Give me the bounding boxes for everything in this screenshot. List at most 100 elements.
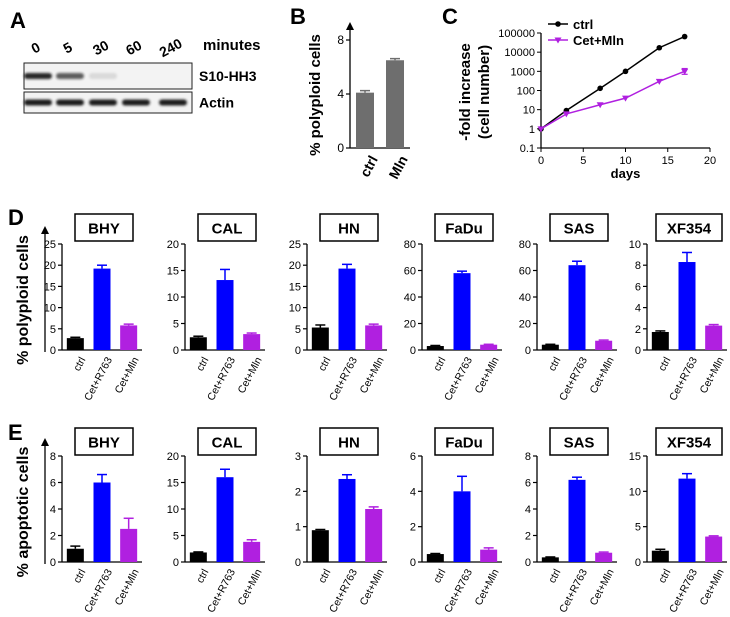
panel-c-growth-curve: 0.1 1 10 100 1000 10000 100000 0 5 10 15 20 days -fol… — [457, 17, 716, 181]
bar-cet-r763 — [568, 479, 586, 562]
chart-title: FaDu — [445, 435, 483, 452]
bar-ctrl — [66, 338, 84, 350]
category-label: Cet+Mln — [358, 355, 387, 396]
category-label: Cet+Mln — [698, 567, 727, 608]
y-tick-label: 20 — [289, 260, 301, 272]
legend-marker — [555, 21, 561, 27]
y-tick-label: 6 — [50, 478, 56, 490]
category-label: Cet+Mln — [113, 355, 142, 396]
bar-cet-r763 — [93, 268, 111, 350]
bar-cet-r763 — [678, 478, 696, 562]
series-line-ctrl — [540, 35, 685, 130]
data-point — [656, 44, 663, 51]
y-tick-label: 10000 — [504, 47, 535, 59]
data-point — [622, 68, 629, 75]
category-label: Cet+Mln — [236, 567, 265, 608]
category-label: Cet+Mln — [698, 355, 727, 396]
y-tick-label: 20 — [519, 319, 531, 331]
data-point — [681, 68, 689, 75]
blot-band — [89, 73, 117, 79]
y-tick-label: 5 — [173, 531, 179, 543]
bar-ctrl — [651, 550, 669, 562]
chart-title-box — [319, 213, 379, 242]
legend-label: Cet+Mln — [573, 33, 624, 48]
y-tick-label: 15 — [167, 478, 179, 490]
bar-cet-mln — [705, 325, 723, 350]
category-label: Mln — [385, 153, 410, 182]
bar-cet-mln — [595, 340, 613, 350]
y-tick-label: 6 — [635, 281, 641, 293]
y-tick-label: 5 — [173, 319, 179, 331]
bar-ctrl — [651, 331, 669, 350]
y-tick-label: 20 — [44, 260, 56, 272]
y-axis-label: % polyploid cells — [307, 34, 324, 156]
lane-label: 240 — [157, 35, 185, 60]
chart-title-box — [549, 213, 609, 242]
y-tick-label: 1 — [295, 522, 301, 534]
y-tick-label: 2 — [525, 531, 531, 543]
panel-letter-b: B — [290, 4, 306, 29]
y-tick-label: 60 — [404, 266, 416, 278]
y-axis-label: (cell number) — [476, 45, 493, 139]
bar-ctrl — [66, 548, 84, 562]
category-label: Cet+Mln — [588, 567, 617, 608]
blot-band — [24, 99, 52, 106]
y-tick-label: 20 — [167, 451, 179, 463]
chart-title-box — [655, 427, 723, 456]
category-label: ctrl — [316, 567, 333, 585]
y-axis-label: % polyploid cells — [15, 235, 32, 365]
y-tick-label: 0 — [635, 557, 641, 569]
bar-ctrl — [189, 337, 207, 350]
y-tick-label: 0 — [295, 345, 301, 357]
y-tick-label: 0 — [173, 557, 179, 569]
data-point — [596, 102, 604, 109]
y-tick-label: 8 — [525, 451, 531, 463]
y-tick-label: 0.1 — [520, 143, 535, 155]
category-label: Cet+Mln — [473, 567, 502, 608]
chart-title: CAL — [212, 221, 243, 238]
bar-cet-mln — [365, 509, 383, 562]
y-tick-label: 10 — [629, 239, 641, 251]
y-tick-label: 15 — [289, 281, 301, 293]
y-tick-label: 15 — [44, 281, 56, 293]
y-tick-label: 0 — [295, 557, 301, 569]
category-label: ctrl — [656, 355, 673, 373]
data-point — [681, 33, 688, 40]
bar-cet-mln — [365, 325, 383, 350]
bar-cet-mln — [243, 334, 261, 350]
blot-band — [122, 99, 150, 106]
bar-ctrl — [311, 530, 329, 562]
bar-cet-mln — [595, 552, 613, 562]
chart-title: SAS — [564, 435, 595, 452]
chart-title-box — [197, 427, 257, 456]
chart-title-box — [549, 427, 609, 456]
data-point — [537, 126, 545, 133]
chart-title: XF354 — [667, 221, 712, 238]
time-unit-label: minutes — [203, 37, 261, 54]
y-tick-label: 20 — [404, 319, 416, 331]
chart-title: BHY — [88, 435, 120, 452]
y-tick-label: 10 — [44, 303, 56, 315]
bar-cet-mln — [480, 344, 498, 350]
panel-a-western-blot: 0 5 30 60 240 minutes S10-HH3 Actin — [23, 35, 261, 114]
y-tick-label: 40 — [404, 292, 416, 304]
y-tick-label: 2 — [295, 486, 301, 498]
panel-letter-c: C — [442, 4, 458, 29]
bar-cet-r763 — [678, 262, 696, 350]
y-tick-label: 2 — [410, 522, 416, 534]
lane-label: 60 — [123, 37, 144, 59]
y-tick-label: 0 — [635, 345, 641, 357]
y-axis-label: -fold increase — [457, 43, 474, 141]
series-line-cet-mln — [540, 70, 685, 130]
category-label: Cet+Mln — [236, 355, 265, 396]
chart-title-box — [197, 213, 257, 242]
bar-cet-r763 — [216, 477, 234, 562]
y-tick-label: 4 — [50, 504, 56, 516]
